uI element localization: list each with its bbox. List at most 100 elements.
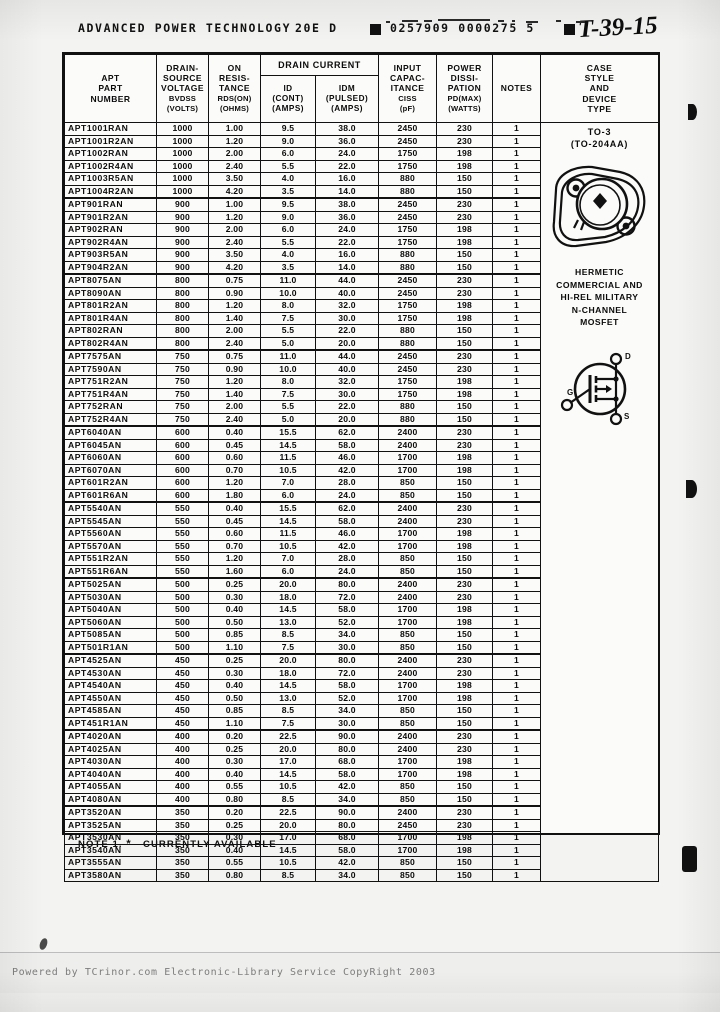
cell-ciss: 1700 (378, 539, 437, 553)
cell-part-number: APT802R4AN (64, 336, 157, 351)
cell-bvdss: 1000 (156, 172, 209, 186)
table-row[interactable]: APT4025AN 400 0.25 20.0 80.0 2400 230 1 (64, 742, 659, 756)
table-row[interactable]: APT7590AN 750 0.90 10.0 40.0 2450 230 1 (64, 362, 659, 376)
table-row[interactable]: APT752RAN 750 2.00 5.5 22.0 880 150 1 (64, 400, 659, 414)
cell-rds-on: 2.00 (208, 324, 261, 338)
table-row[interactable]: APT751R2AN 750 1.20 8.0 32.0 1750 198 1 (64, 375, 659, 389)
table-row[interactable]: APT901RAN 900 1.00 9.5 38.0 2450 230 1 (64, 197, 659, 212)
table-row[interactable]: APT4525AN 450 0.25 20.0 80.0 2400 230 1 (64, 653, 659, 668)
table-row[interactable]: APT1004R2AN 1000 4.20 3.5 14.0 880 150 1 (64, 184, 659, 199)
cell-idm-pulsed: 68.0 (315, 755, 379, 769)
table-row[interactable]: APT901R2AN 900 1.20 9.0 36.0 2450 230 1 (64, 210, 659, 224)
cell-bvdss: 1000 (156, 134, 209, 148)
table-row[interactable]: APT1001R2AN 1000 1.20 9.0 36.0 2450 230 1 (64, 134, 659, 148)
cell-notes: 1 (492, 273, 541, 288)
cell-power-dissipation: 150 (436, 564, 493, 579)
cell-ciss: 1700 (378, 831, 437, 845)
cell-rds-on: 0.30 (208, 666, 261, 680)
cell-power-dissipation: 198 (436, 615, 493, 629)
cell-ciss: 850 (378, 716, 437, 731)
cell-notes: 1 (492, 362, 541, 376)
table-row[interactable]: APT5040AN 500 0.40 14.5 58.0 1700 198 1 (64, 603, 659, 617)
table-row[interactable]: APT451R1AN 450 1.10 7.5 30.0 850 150 1 (64, 716, 659, 731)
table-row[interactable]: APT601R6AN 600 1.80 6.0 24.0 850 150 1 (64, 488, 659, 503)
footnote-marker: * (126, 838, 132, 850)
table-row[interactable]: APT752R4AN 750 2.40 5.0 20.0 880 150 1 (64, 412, 659, 427)
cell-idm-pulsed: 14.0 (315, 184, 379, 199)
cell-notes: 1 (492, 501, 541, 516)
table-row[interactable]: APT8090AN 800 0.90 10.0 40.0 2450 230 1 (64, 286, 659, 300)
table-row[interactable]: APT751R4AN 750 1.40 7.5 30.0 1750 198 1 (64, 387, 659, 401)
cell-id-cont: 14.5 (260, 514, 316, 528)
cell-power-dissipation: 230 (436, 210, 493, 224)
cell-ciss: 1750 (378, 223, 437, 237)
cell-part-number: APT903R5AN (64, 248, 157, 262)
cell-ciss: 850 (378, 856, 437, 870)
cell-rds-on: 0.80 (208, 792, 261, 807)
table-row[interactable]: APT4040AN 400 0.40 14.5 58.0 1700 198 1 (64, 767, 659, 781)
table-row[interactable]: APT5570AN 550 0.70 10.5 42.0 1700 198 1 (64, 539, 659, 553)
table-row[interactable]: APT1003R5AN 1000 3.50 4.0 16.0 880 150 1 (64, 172, 659, 186)
cell-rds-on: 2.00 (208, 147, 261, 161)
footer-credit: Powered by TCrinor.com Electronic-Librar… (12, 967, 436, 978)
table-row[interactable]: APT4550AN 450 0.50 13.0 52.0 1700 198 1 (64, 691, 659, 705)
table-row[interactable]: APT3520AN 350 0.20 22.5 90.0 2400 230 1 (64, 805, 659, 820)
cell-power-dissipation: 230 (436, 425, 493, 440)
cell-ciss: 2450 (378, 134, 437, 148)
cell-rds-on: 0.20 (208, 805, 261, 820)
cell-ciss: 1700 (378, 451, 437, 465)
cell-ciss: 2450 (378, 122, 437, 136)
cell-idm-pulsed: 40.0 (315, 362, 379, 376)
table-row[interactable]: APT903R5AN 900 3.50 4.0 16.0 880 150 1 (64, 248, 659, 262)
table-row[interactable]: APT6040AN 600 0.40 15.5 62.0 2400 230 1 (64, 425, 659, 440)
cell-id-cont: 3.5 (260, 184, 316, 199)
cell-bvdss: 750 (156, 349, 209, 364)
table-row[interactable]: APT5540AN 550 0.40 15.5 62.0 2400 230 1 (64, 501, 659, 516)
table-row[interactable]: APT1001RAN 1000 1.00 9.5 38.0 2450 230 1 TO-3 (… (64, 122, 659, 882)
cell-rds-on: 1.40 (208, 311, 261, 325)
table-row[interactable]: APT3525AN 350 0.25 20.0 80.0 2450 230 1 (64, 818, 659, 832)
table-row[interactable]: APT1002R4AN 1000 2.40 5.5 22.0 1750 198 1 (64, 159, 659, 173)
cell-ciss: 1700 (378, 679, 437, 693)
cell-notes: 1 (492, 755, 541, 769)
cell-power-dissipation: 230 (436, 286, 493, 300)
cell-power-dissipation: 230 (436, 577, 493, 592)
table-row[interactable]: APT3540AN 350 0.40 14.5 58.0 1700 198 1 (64, 843, 659, 857)
table-row[interactable]: APT3580AN 350 0.80 8.5 34.0 850 150 1 (64, 868, 659, 882)
cell-power-dissipation: 230 (436, 134, 493, 148)
cell-idm-pulsed: 80.0 (315, 653, 379, 668)
cell-ciss: 2450 (378, 273, 437, 288)
cell-power-dissipation: 150 (436, 184, 493, 199)
cell-idm-pulsed: 58.0 (315, 843, 379, 857)
cell-notes: 1 (492, 324, 541, 338)
cell-rds-on: 0.30 (208, 755, 261, 769)
cell-id-cont: 5.0 (260, 412, 316, 427)
table-row[interactable]: APT5560AN 550 0.60 11.5 46.0 1700 198 1 (64, 527, 659, 541)
table-row[interactable]: APT4080AN 400 0.80 8.5 34.0 850 150 1 (64, 792, 659, 807)
cell-id-cont: 7.5 (260, 387, 316, 401)
cell-bvdss: 800 (156, 311, 209, 325)
cell-power-dissipation: 198 (436, 451, 493, 465)
page-footer: Powered by TCrinor.com Electronic-Librar… (0, 952, 720, 993)
cell-ciss: 2400 (378, 438, 437, 452)
table-row[interactable]: APT601R2AN 600 1.20 7.0 28.0 850 150 1 (64, 476, 659, 490)
table-row[interactable]: APT4020AN 400 0.20 22.5 90.0 2400 230 1 (64, 729, 659, 744)
table-row[interactable]: APT802R4AN 800 2.40 5.0 20.0 880 150 1 (64, 336, 659, 351)
table-row[interactable]: APT551R6AN 550 1.60 6.0 24.0 850 150 1 (64, 564, 659, 579)
table-row[interactable]: APT5085AN 500 0.85 8.5 34.0 850 150 1 (64, 628, 659, 642)
cell-idm-pulsed: 30.0 (315, 311, 379, 325)
cell-bvdss: 900 (156, 235, 209, 249)
table-row[interactable]: APT501R1AN 500 1.10 7.5 30.0 850 150 1 (64, 640, 659, 655)
table-row[interactable]: APT5060AN 500 0.50 13.0 52.0 1700 198 1 (64, 615, 659, 629)
cell-part-number: APT1002R4AN (64, 159, 157, 173)
column-header-rds-on: ON RESIS- TANCE RDS(ON) (OHMS) (208, 54, 261, 123)
table-row[interactable]: APT904R2AN 900 4.20 3.5 14.0 880 150 1 (64, 260, 659, 275)
table-row[interactable]: APT5025AN 500 0.25 20.0 80.0 2400 230 1 (64, 577, 659, 592)
table-row[interactable]: APT7575AN 750 0.75 11.0 44.0 2450 230 1 (64, 349, 659, 364)
table-row[interactable]: APT8075AN 800 0.75 11.0 44.0 2450 230 1 (64, 273, 659, 288)
cell-id-cont: 13.0 (260, 691, 316, 705)
table-row[interactable]: APT801R2AN 800 1.20 8.0 32.0 1750 198 1 (64, 299, 659, 313)
cell-idm-pulsed: 20.0 (315, 336, 379, 351)
cell-ciss: 850 (378, 488, 437, 503)
cell-part-number: APT4055AN (64, 780, 157, 794)
